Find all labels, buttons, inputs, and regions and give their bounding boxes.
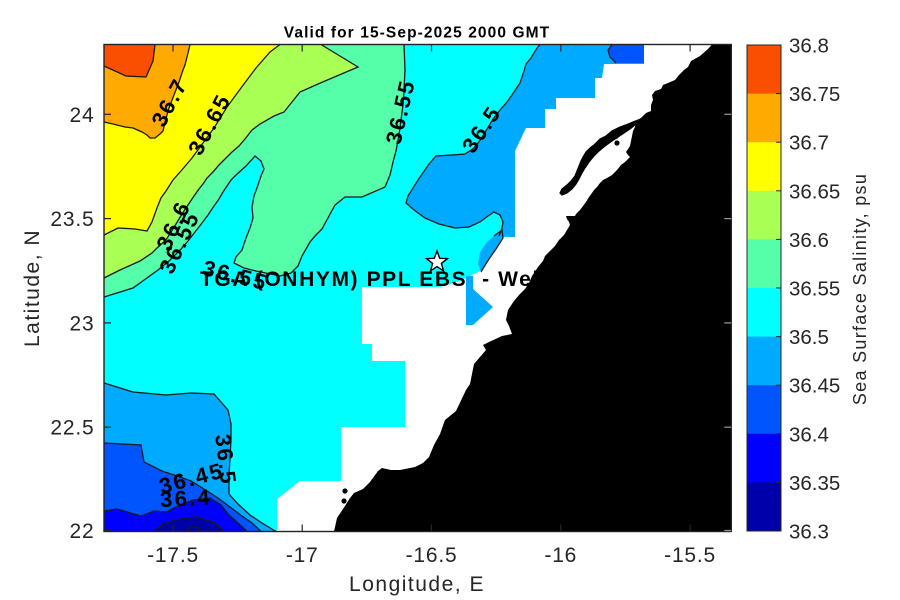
svg-text:36.35: 36.35 xyxy=(789,472,840,495)
svg-text:36.7: 36.7 xyxy=(789,132,829,155)
svg-text:Latitude, N: Latitude, N xyxy=(21,229,44,347)
svg-text:24: 24 xyxy=(70,104,95,127)
svg-text:-17.5: -17.5 xyxy=(147,544,199,567)
svg-text:Longitude, E: Longitude, E xyxy=(349,573,485,596)
svg-text:36.8: 36.8 xyxy=(789,35,829,58)
svg-text:36.6: 36.6 xyxy=(789,229,829,252)
svg-text:Valid for 15-Sep-2025 2000 GMT: Valid for 15-Sep-2025 2000 GMT xyxy=(284,25,550,42)
svg-text:-16.5: -16.5 xyxy=(406,544,458,567)
svg-text:22.5: 22.5 xyxy=(50,417,94,440)
svg-text:36.65: 36.65 xyxy=(789,180,840,203)
svg-text:36.4: 36.4 xyxy=(789,423,829,446)
svg-text:-17: -17 xyxy=(286,544,319,567)
svg-text:22: 22 xyxy=(70,520,95,543)
svg-text:23.5: 23.5 xyxy=(50,208,94,231)
svg-text:36.5: 36.5 xyxy=(210,433,241,487)
svg-text:36.5: 36.5 xyxy=(789,326,829,349)
svg-text:36.55: 36.55 xyxy=(789,278,840,301)
svg-text:36.45: 36.45 xyxy=(789,375,840,398)
svg-text:23: 23 xyxy=(70,312,95,335)
svg-text:-16: -16 xyxy=(544,544,577,567)
svg-text:-15.5: -15.5 xyxy=(664,544,716,567)
svg-text:36.3: 36.3 xyxy=(789,521,829,544)
svg-text:TGA (ONHYM) PPL EBS - Well-1: TGA (ONHYM) PPL EBS - Well-1 xyxy=(200,268,569,291)
svg-text:36.75: 36.75 xyxy=(789,83,840,106)
svg-text:36.4: 36.4 xyxy=(159,484,212,512)
svg-text:Sea Surface Salinity, psu: Sea Surface Salinity, psu xyxy=(850,173,870,405)
